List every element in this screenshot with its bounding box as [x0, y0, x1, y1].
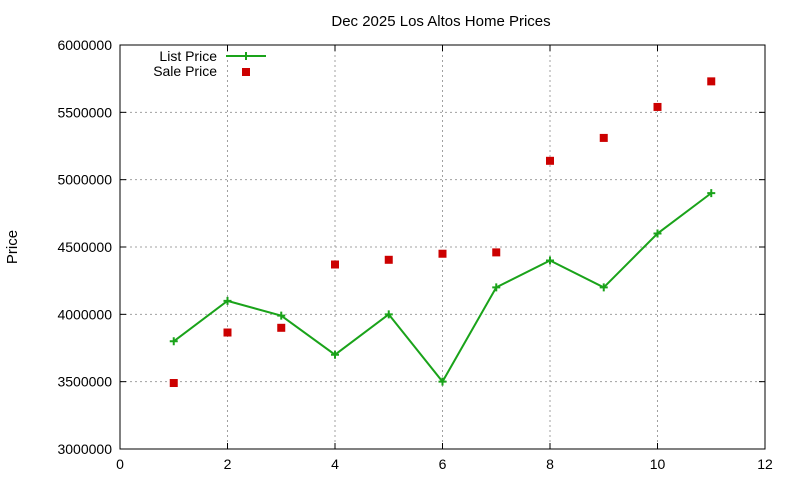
grid [120, 45, 765, 449]
list-price-point [599, 283, 608, 292]
y-tick-label: 4500000 [57, 239, 112, 255]
list-price-point [546, 256, 554, 265]
legend-marker-list-price [242, 52, 250, 60]
y-tick-label: 3000000 [57, 441, 112, 457]
y-tick-label: 5500000 [57, 104, 112, 120]
axis-ticks: 0 2 4 6 8 10 12 3000000 3500000 4000000 4500000 500… [57, 37, 773, 472]
x-tick-label: 12 [757, 456, 773, 472]
x-tick-label: 8 [546, 456, 554, 472]
list-price-point [384, 310, 393, 319]
y-tick-label: 6000000 [57, 37, 112, 53]
sale-price-point [169, 379, 178, 388]
y-tick-label: 4000000 [57, 306, 112, 322]
sale-price-point [707, 77, 716, 86]
y-tick-label: 5000000 [57, 172, 112, 188]
series-layer [169, 77, 716, 388]
list-price-point [438, 377, 447, 386]
x-tick-label: 0 [116, 456, 124, 472]
list-price-point [331, 350, 339, 359]
legend-label-list-price: List Price [159, 48, 217, 64]
list-price-point [169, 337, 178, 346]
sale-price-point [546, 156, 554, 165]
sale-price-point [384, 255, 393, 264]
list-price-point [707, 189, 716, 198]
sale-price-point [599, 133, 608, 142]
x-tick-label: 2 [224, 456, 232, 472]
legend-label-sale-price: Sale Price [153, 63, 217, 79]
y-axis-title: Price [4, 230, 21, 264]
sale-price-point [223, 328, 232, 337]
legend-marker-sale-price [242, 68, 250, 76]
sale-price-point [438, 249, 447, 258]
sale-price-point [492, 248, 501, 257]
list-price-point [653, 229, 662, 238]
list-price-point [277, 311, 286, 320]
legend: List Price Sale Price [153, 48, 266, 79]
chart-title: Dec 2025 Los Altos Home Prices [331, 13, 550, 30]
x-tick-label: 4 [331, 456, 339, 472]
x-tick-label: 6 [439, 456, 447, 472]
list-price-point [492, 283, 501, 292]
sale-price-point [331, 260, 339, 269]
sale-price-point [653, 102, 662, 111]
sale-price-point [277, 323, 286, 332]
y-tick-label: 3500000 [57, 374, 112, 390]
list-price-point [223, 296, 232, 305]
x-tick-label: 10 [650, 456, 666, 472]
